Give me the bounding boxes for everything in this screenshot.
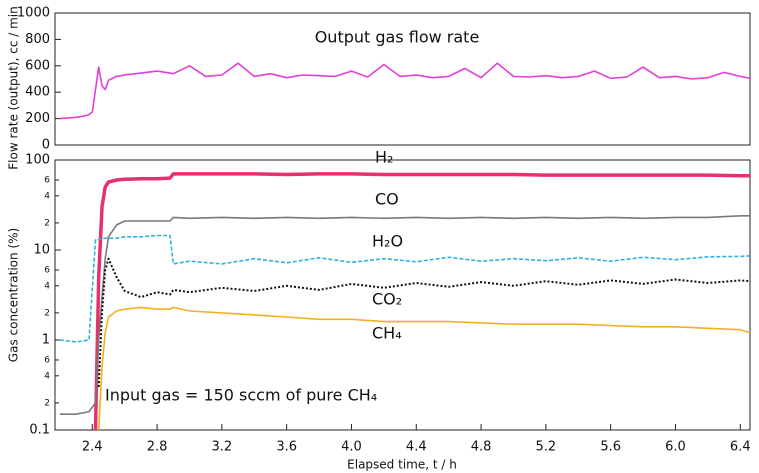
x-tick-label: 3.6 — [276, 440, 297, 455]
series-label: CH₄ — [372, 324, 402, 343]
y-tick-label: 2 — [44, 308, 50, 318]
series-line — [93, 172, 750, 430]
x-axis-label: Elapsed time, t / h — [347, 458, 457, 472]
y-tick-label: 200 — [25, 111, 50, 126]
y-tick-label: 600 — [25, 58, 50, 73]
series-line — [97, 306, 750, 430]
y-axis-label: Gas concentration (%) — [7, 228, 21, 362]
series-line — [97, 257, 750, 388]
x-tick-label: 3.2 — [212, 440, 233, 455]
y-tick-label: 10 — [33, 243, 50, 258]
x-tick-label: 6.4 — [730, 440, 751, 455]
series-line — [59, 234, 750, 343]
x-tick-label: 4.4 — [406, 440, 427, 455]
annotation: Input gas = 150 sccm of pure CH₄ — [105, 386, 377, 405]
y-tick-label: 0 — [42, 138, 50, 153]
chart-title: Output gas flow rate — [315, 28, 480, 47]
y-tick-label: 1000 — [17, 6, 50, 21]
y-tick-label: 1 — [42, 333, 50, 348]
x-tick-label: 5.2 — [536, 440, 557, 455]
x-tick-label: 5.6 — [600, 440, 621, 455]
plot-frame — [54, 159, 751, 431]
series-label: CO — [375, 190, 399, 209]
y-tick-label: 0.1 — [29, 423, 50, 438]
x-tick-label: 6.0 — [665, 440, 686, 455]
y-tick-label: 4 — [44, 191, 50, 201]
series-line — [59, 215, 750, 415]
flow-line — [59, 62, 750, 120]
y-tick-label: 800 — [25, 32, 50, 47]
y-tick-label: 6 — [44, 265, 50, 275]
x-tick-label: 2.4 — [82, 440, 103, 455]
y-tick-label: 6 — [44, 175, 50, 185]
plot-frame — [54, 12, 751, 146]
y-tick-label: 4 — [44, 281, 50, 291]
y-tick-label: 6 — [44, 355, 50, 365]
series-label: H₂O — [372, 232, 403, 251]
series-label: CO₂ — [372, 290, 402, 309]
x-tick-label: 4.8 — [471, 440, 492, 455]
x-tick-label: 4.0 — [341, 440, 362, 455]
y-tick-label: 400 — [25, 85, 50, 100]
y-tick-label: 2 — [44, 398, 50, 408]
series-label: H₂ — [375, 148, 393, 167]
y-tick-label: 4 — [44, 371, 50, 381]
y-tick-label: 2 — [44, 218, 50, 228]
y-axis-label: Flow rate (output), cc / min — [7, 6, 21, 169]
y-tick-label: 100 — [25, 153, 50, 168]
x-tick-label: 2.8 — [147, 440, 168, 455]
